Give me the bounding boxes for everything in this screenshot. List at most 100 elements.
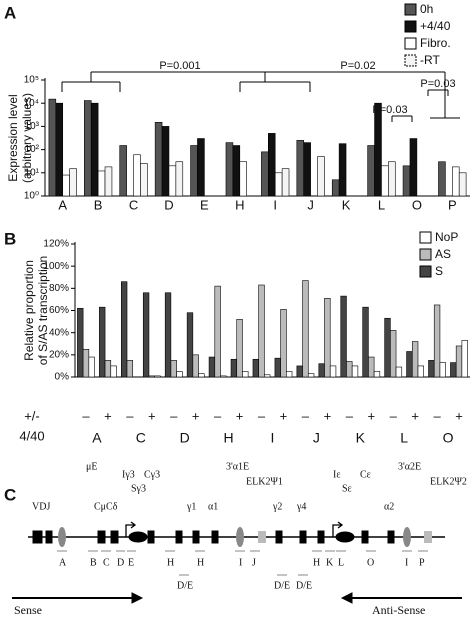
- group-label: K: [356, 430, 366, 446]
- bar: [409, 138, 418, 197]
- x-tick-label: O: [412, 197, 422, 212]
- bar: [346, 361, 353, 378]
- gene-label: ELK2Ψ1: [246, 476, 283, 487]
- probe-label: B: [90, 557, 97, 568]
- x-tick-label: I: [273, 197, 277, 212]
- gene-label: Cε: [360, 469, 371, 480]
- bar: [99, 306, 106, 378]
- legend-swatch: [419, 248, 432, 261]
- gene-label: CμCδ: [94, 501, 118, 512]
- bar: [318, 363, 325, 378]
- probe-label: P: [419, 557, 425, 568]
- bar: [388, 161, 396, 197]
- gene: [32, 530, 43, 544]
- gene-label: Iε: [333, 469, 341, 480]
- bar: [220, 375, 227, 378]
- group-label: O: [443, 430, 454, 446]
- pseudogene: [258, 531, 266, 543]
- y-tick-label: 20%: [49, 349, 69, 360]
- bar: [110, 365, 117, 378]
- gene: [275, 530, 283, 544]
- x-tick-label: H: [235, 197, 244, 212]
- enhancer: [58, 527, 66, 547]
- probe-label: H: [167, 557, 174, 568]
- diagram-labels: VDJ μE CμCδ Iγ3 Sγ3 Cγ3 γ1 α1 3'α1E ELK2…: [14, 461, 467, 616]
- y-tick-label: 10³: [25, 121, 40, 132]
- gene-label: μE: [86, 461, 97, 472]
- bar: [140, 163, 148, 197]
- bar: [450, 362, 457, 378]
- bar: [351, 365, 359, 378]
- bar: [121, 281, 128, 378]
- probe-label: D/E: [274, 580, 290, 591]
- probe-label: D/E: [177, 580, 193, 591]
- x-tick-label: +: [148, 408, 156, 423]
- switch: [335, 531, 355, 543]
- y-tick-label: 10⁴: [24, 98, 39, 109]
- x-tick-label: E: [200, 197, 209, 212]
- bar: [340, 295, 347, 378]
- bar: [417, 365, 424, 378]
- bar: [395, 366, 403, 378]
- bar: [104, 360, 112, 378]
- legend-swatch: [404, 37, 417, 50]
- legend-swatch: [404, 54, 417, 67]
- bar: [258, 284, 265, 378]
- annotation: P=0.001: [159, 60, 200, 72]
- legend-swatch: [404, 20, 417, 33]
- group-label: I: [271, 430, 275, 446]
- probe-label: I: [239, 557, 242, 568]
- legend-swatch: [404, 3, 417, 16]
- bar: [390, 330, 397, 378]
- x-tick-label: K: [342, 197, 351, 212]
- y-tick-label: 10⁵: [24, 75, 39, 86]
- gene: [211, 530, 219, 544]
- probe-label: I: [405, 557, 408, 568]
- probe-label: L: [338, 557, 344, 568]
- arrowhead: [340, 592, 353, 604]
- arrow-label: Anti-Sense: [372, 603, 425, 617]
- probe-label: K: [326, 557, 334, 568]
- gene: [299, 530, 307, 544]
- bar: [192, 354, 199, 378]
- gene: [147, 530, 155, 544]
- panel-label: A: [4, 3, 16, 22]
- legend-label: -RT: [420, 53, 440, 67]
- x-tick-label: –: [302, 408, 310, 423]
- bar: [62, 174, 70, 197]
- bar: [338, 143, 347, 197]
- probe-label: H: [313, 557, 320, 568]
- x-tick-label: +: [104, 408, 112, 423]
- bar: [329, 365, 337, 378]
- panel-label: B: [4, 229, 16, 248]
- bar: [239, 161, 247, 197]
- annotation: P=0.02: [340, 60, 375, 72]
- gene: [110, 530, 119, 544]
- y-tick-label: 60%: [49, 305, 69, 316]
- bar: [168, 165, 177, 197]
- group-label: H: [224, 430, 234, 446]
- bar: [69, 168, 77, 197]
- bar: [154, 122, 163, 197]
- x-tick-label: +: [192, 408, 200, 423]
- bar: [296, 140, 305, 197]
- gene-label: Cγ3: [144, 469, 160, 480]
- probe-label: A: [59, 557, 67, 568]
- gene-label: α1: [208, 501, 218, 512]
- bar: [214, 285, 221, 378]
- bar: [368, 356, 375, 378]
- y-axis-label: (arbitrary values): [20, 93, 34, 183]
- y-tick-label: 40%: [49, 327, 69, 338]
- annotation: P=0.03: [420, 78, 455, 90]
- x-tick-label: –: [214, 408, 222, 423]
- x-tick-label: –: [82, 408, 90, 423]
- x-tick-label: –: [170, 408, 178, 423]
- bar: [324, 298, 331, 378]
- probe-label: D: [117, 557, 124, 568]
- enhancer: [403, 527, 411, 547]
- bar: [317, 156, 325, 197]
- bar: [84, 100, 92, 197]
- x-tick-label: +: [455, 408, 463, 423]
- gene-label: Sγ3: [131, 483, 146, 494]
- arrowhead: [131, 592, 144, 604]
